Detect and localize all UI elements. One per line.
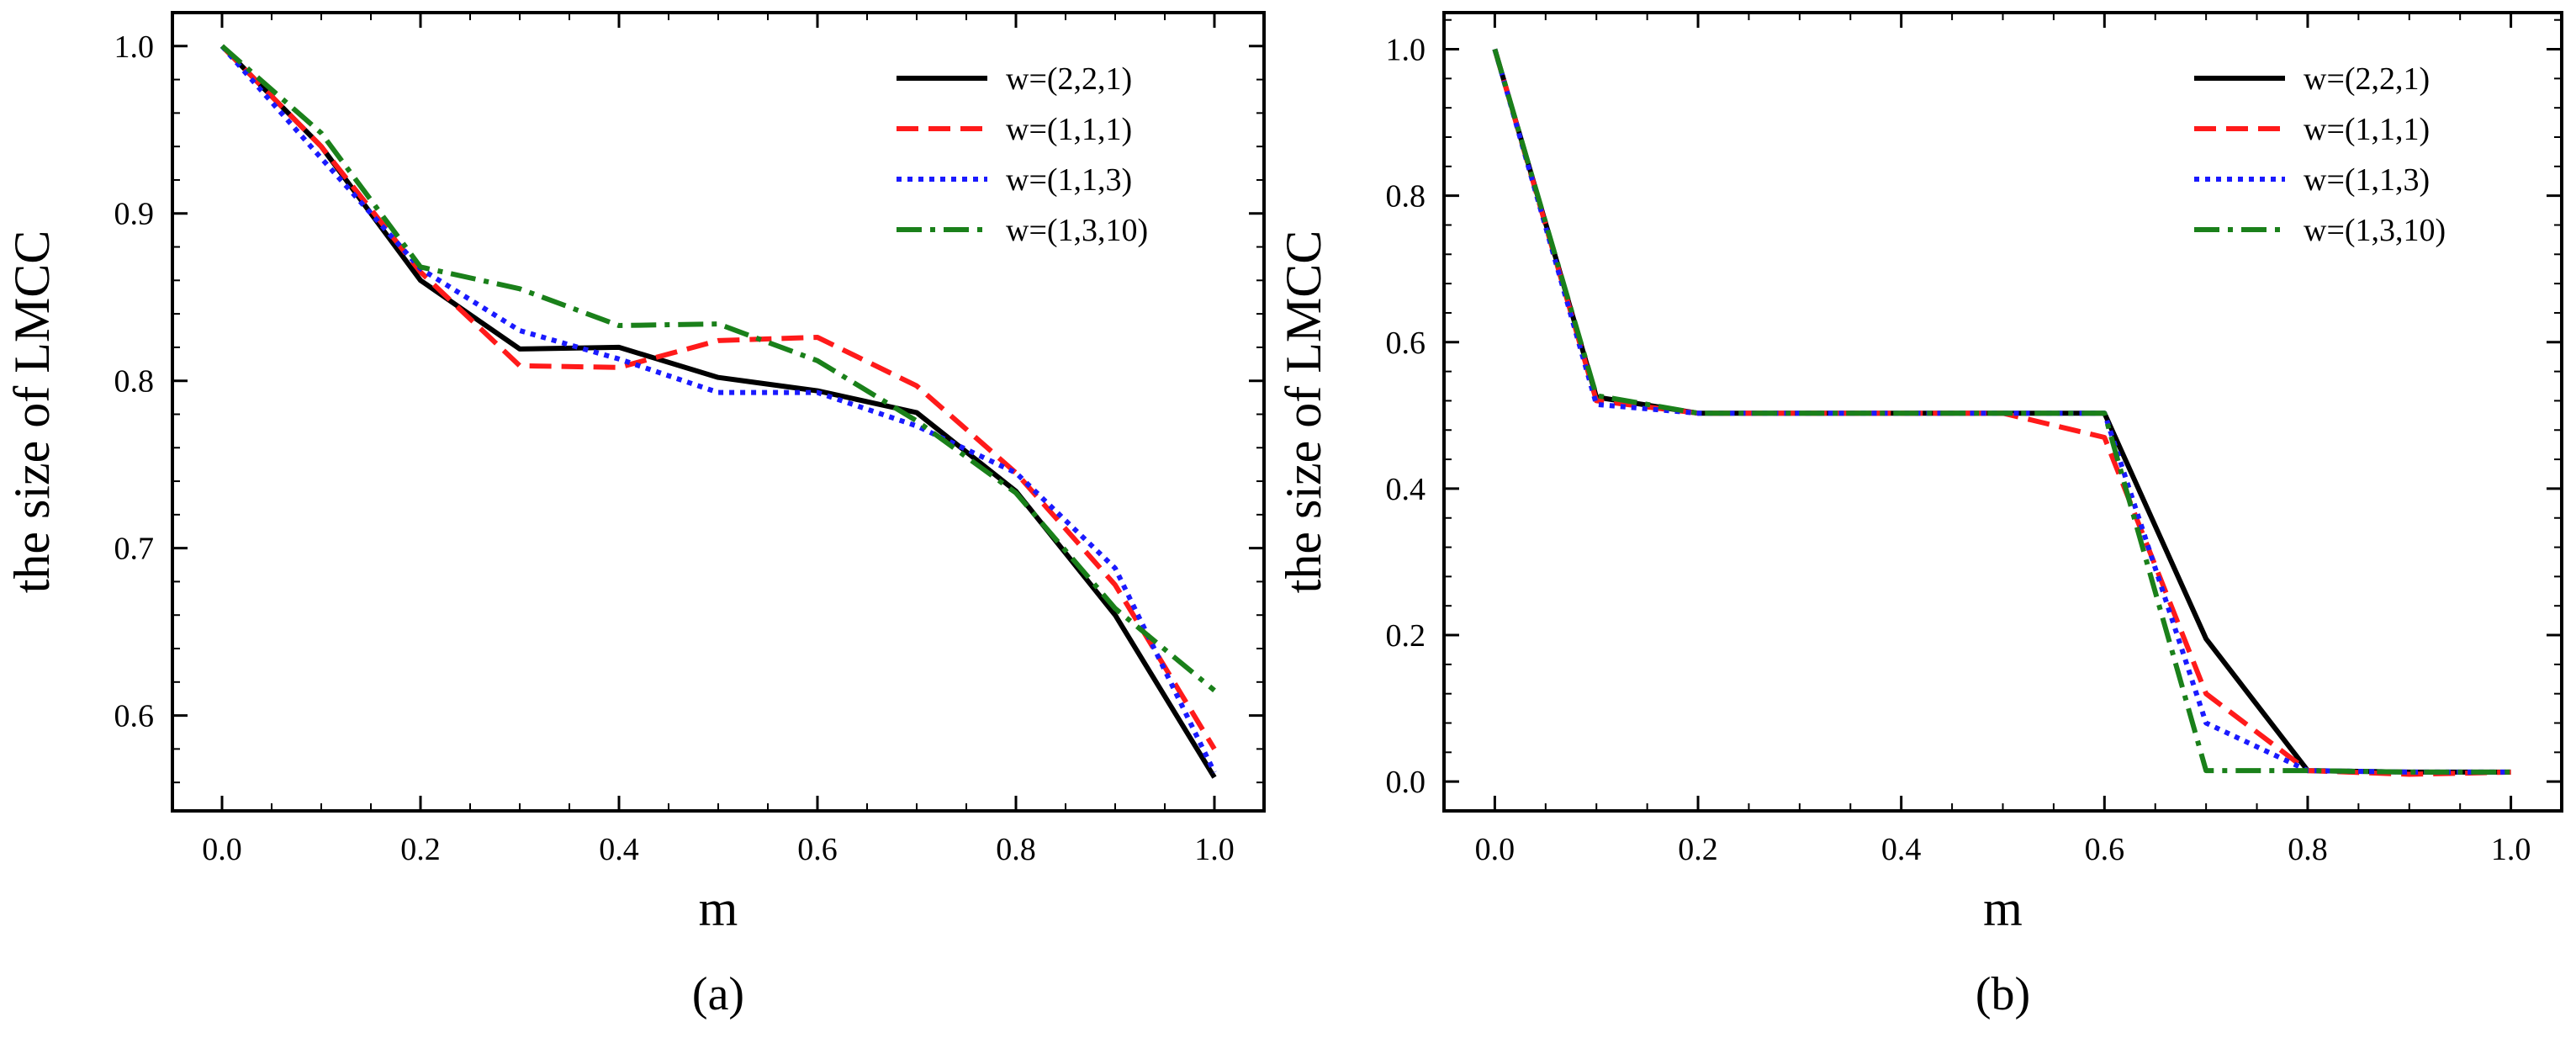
- y-tick-label: 0.9: [114, 197, 155, 232]
- series-line-1: [220, 44, 1217, 779]
- y-tick-label: 1.0: [114, 29, 155, 65]
- x-tick-label: 0.6: [797, 832, 838, 867]
- legend-label: w=(1,1,1): [1006, 112, 1132, 147]
- legend-label: w=(2,2,1): [2304, 61, 2430, 97]
- series-lines: [1492, 48, 2511, 777]
- x-tick-label: 0.2: [1678, 832, 1718, 867]
- x-tick-label: 0.6: [2085, 832, 2125, 867]
- series-line-2: [220, 44, 1217, 750]
- legend-label: w=(1,3,10): [1006, 213, 1148, 248]
- y-tick-label: 0.6: [114, 699, 155, 734]
- x-axis-label: m: [699, 881, 738, 936]
- panel-caption: (a): [692, 968, 744, 1020]
- x-tick-label: 0.2: [400, 832, 441, 867]
- x-tick-label: 1.0: [1194, 832, 1235, 867]
- x-axis-label: m: [1983, 881, 2023, 936]
- series-line-4: [220, 44, 1216, 693]
- y-axis-label: the size of LMCC: [4, 230, 60, 594]
- x-tick-label: 0.0: [1475, 832, 1515, 867]
- x-tick-label: 0.8: [996, 832, 1036, 867]
- x-tick-label: 0.4: [1881, 832, 1922, 867]
- legend-label: w=(1,1,1): [2304, 112, 2430, 147]
- panel-caption: (b): [1976, 968, 2030, 1020]
- y-axis-label: the size of LMCC: [1276, 230, 1331, 594]
- y-tick-label: 0.8: [1386, 179, 1426, 214]
- y-tick-label: 0.6: [1386, 326, 1426, 361]
- legend-label: w=(2,2,1): [1006, 61, 1132, 97]
- chart-panel-b: 0.0 0.2 0.4 0.6 0.8 1.0 0.0 0.2 0.4 0.6 0.8 1.0 w=(2…: [1276, 11, 2563, 1020]
- series-line-3: [220, 44, 1217, 774]
- legend-label: w=(1,1,3): [2304, 162, 2430, 198]
- x-tick-label: 1.0: [2491, 832, 2531, 867]
- x-tick-label: 0.4: [599, 832, 639, 867]
- series-lines: [220, 44, 1217, 779]
- legend-label: w=(1,1,3): [1006, 162, 1132, 198]
- x-tick-label: 0.8: [2288, 832, 2328, 867]
- y-tick-label: 1.0: [1386, 33, 1426, 68]
- series-line-3: [1492, 48, 2511, 775]
- y-tick-label: 0.7: [114, 532, 155, 567]
- chart-panel-a: 0.0 0.2 0.4 0.6 0.8 1.0 0.6 0.7 0.8 0.9 1.0 w=(2,2,…: [4, 11, 1266, 1020]
- y-tick-label: 0.8: [114, 364, 155, 400]
- x-tick-label: 0.0: [202, 832, 242, 867]
- legend-label: w=(1,3,10): [2304, 213, 2446, 248]
- y-tick-label: 0.4: [1386, 472, 1426, 507]
- y-tick-label: 0.2: [1386, 618, 1426, 654]
- y-tick-label: 0.0: [1386, 765, 1426, 800]
- series-line-4: [1492, 48, 2511, 775]
